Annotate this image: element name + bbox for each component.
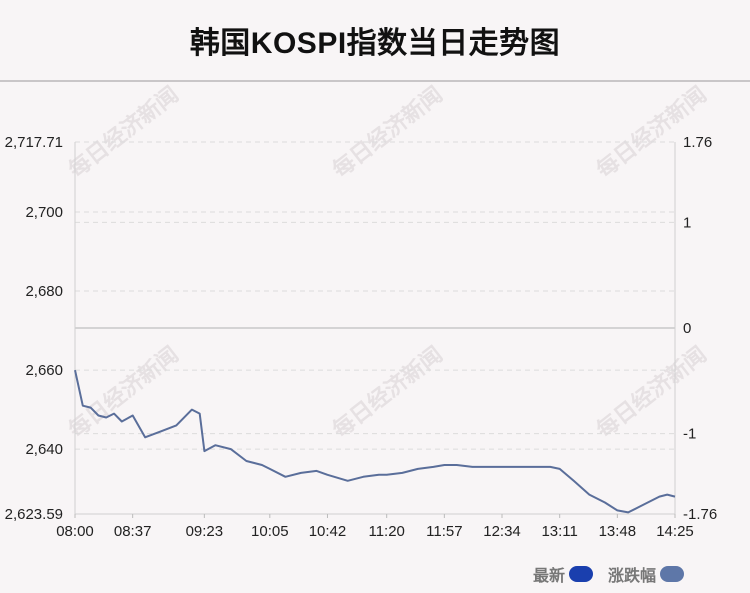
legend-change: 涨跌幅 [608,563,685,585]
x-tick-label: 13:11 [541,523,577,540]
y-left-tick-label: 2,717.71 [5,134,63,151]
x-tick-label: 08:00 [56,523,94,540]
watermark-text: 每日经济新闻 [592,82,711,183]
y-left-tick-label: 2,660 [25,362,63,379]
x-tick-label: 09:23 [186,523,224,540]
y-left-tick-label: 2,623.59 [5,506,63,523]
watermark-text: 每日经济新闻 [64,342,183,443]
chart-title: 韩国KOSPI指数当日走势图 [189,27,561,60]
x-tick-label: 11:20 [368,523,404,540]
x-tick-label: 10:05 [251,523,289,540]
x-tick-label: 08:37 [114,523,152,540]
grid-layer [75,141,675,515]
watermark-text: 每日经济新闻 [328,342,447,443]
y-right-tick-label: -1.76 [683,506,717,523]
x-tick-label: 14:25 [656,523,694,540]
legend-change-swatch [660,566,685,582]
y-right-tick-label: 1 [683,214,691,231]
legend-change-label: 涨跌幅 [608,568,657,585]
title-divider [0,80,750,82]
x-tick-label: 11:57 [426,523,462,540]
y-right-tick-label: 0 [683,320,691,337]
y-left-tick-label: 2,640 [25,441,63,458]
series-line-latest [74,369,676,514]
x-tick-label: 13:48 [599,523,637,540]
legend-latest-label: 最新 [533,568,566,585]
x-tick-label: 12:34 [483,523,521,540]
axes-layer [74,142,676,515]
series-layer [74,369,676,514]
y-left-tick-label: 2,680 [25,283,63,300]
legend-latest: 最新 [533,563,594,585]
x-tick-label: 10:42 [309,523,347,540]
y-right-tick-label: -1 [683,426,696,443]
legend-latest-swatch [569,566,594,582]
tick-label-layer: 2,717.71 2,700 2,680 2,660 2,640 2,623.59 1.76… [5,134,718,540]
y-left-tick-label: 2,700 [25,204,63,221]
y-right-tick-label: 1.76 [683,134,712,151]
watermark-text: 每日经济新闻 [328,82,447,183]
watermark-text: 每日经济新闻 [64,82,183,183]
